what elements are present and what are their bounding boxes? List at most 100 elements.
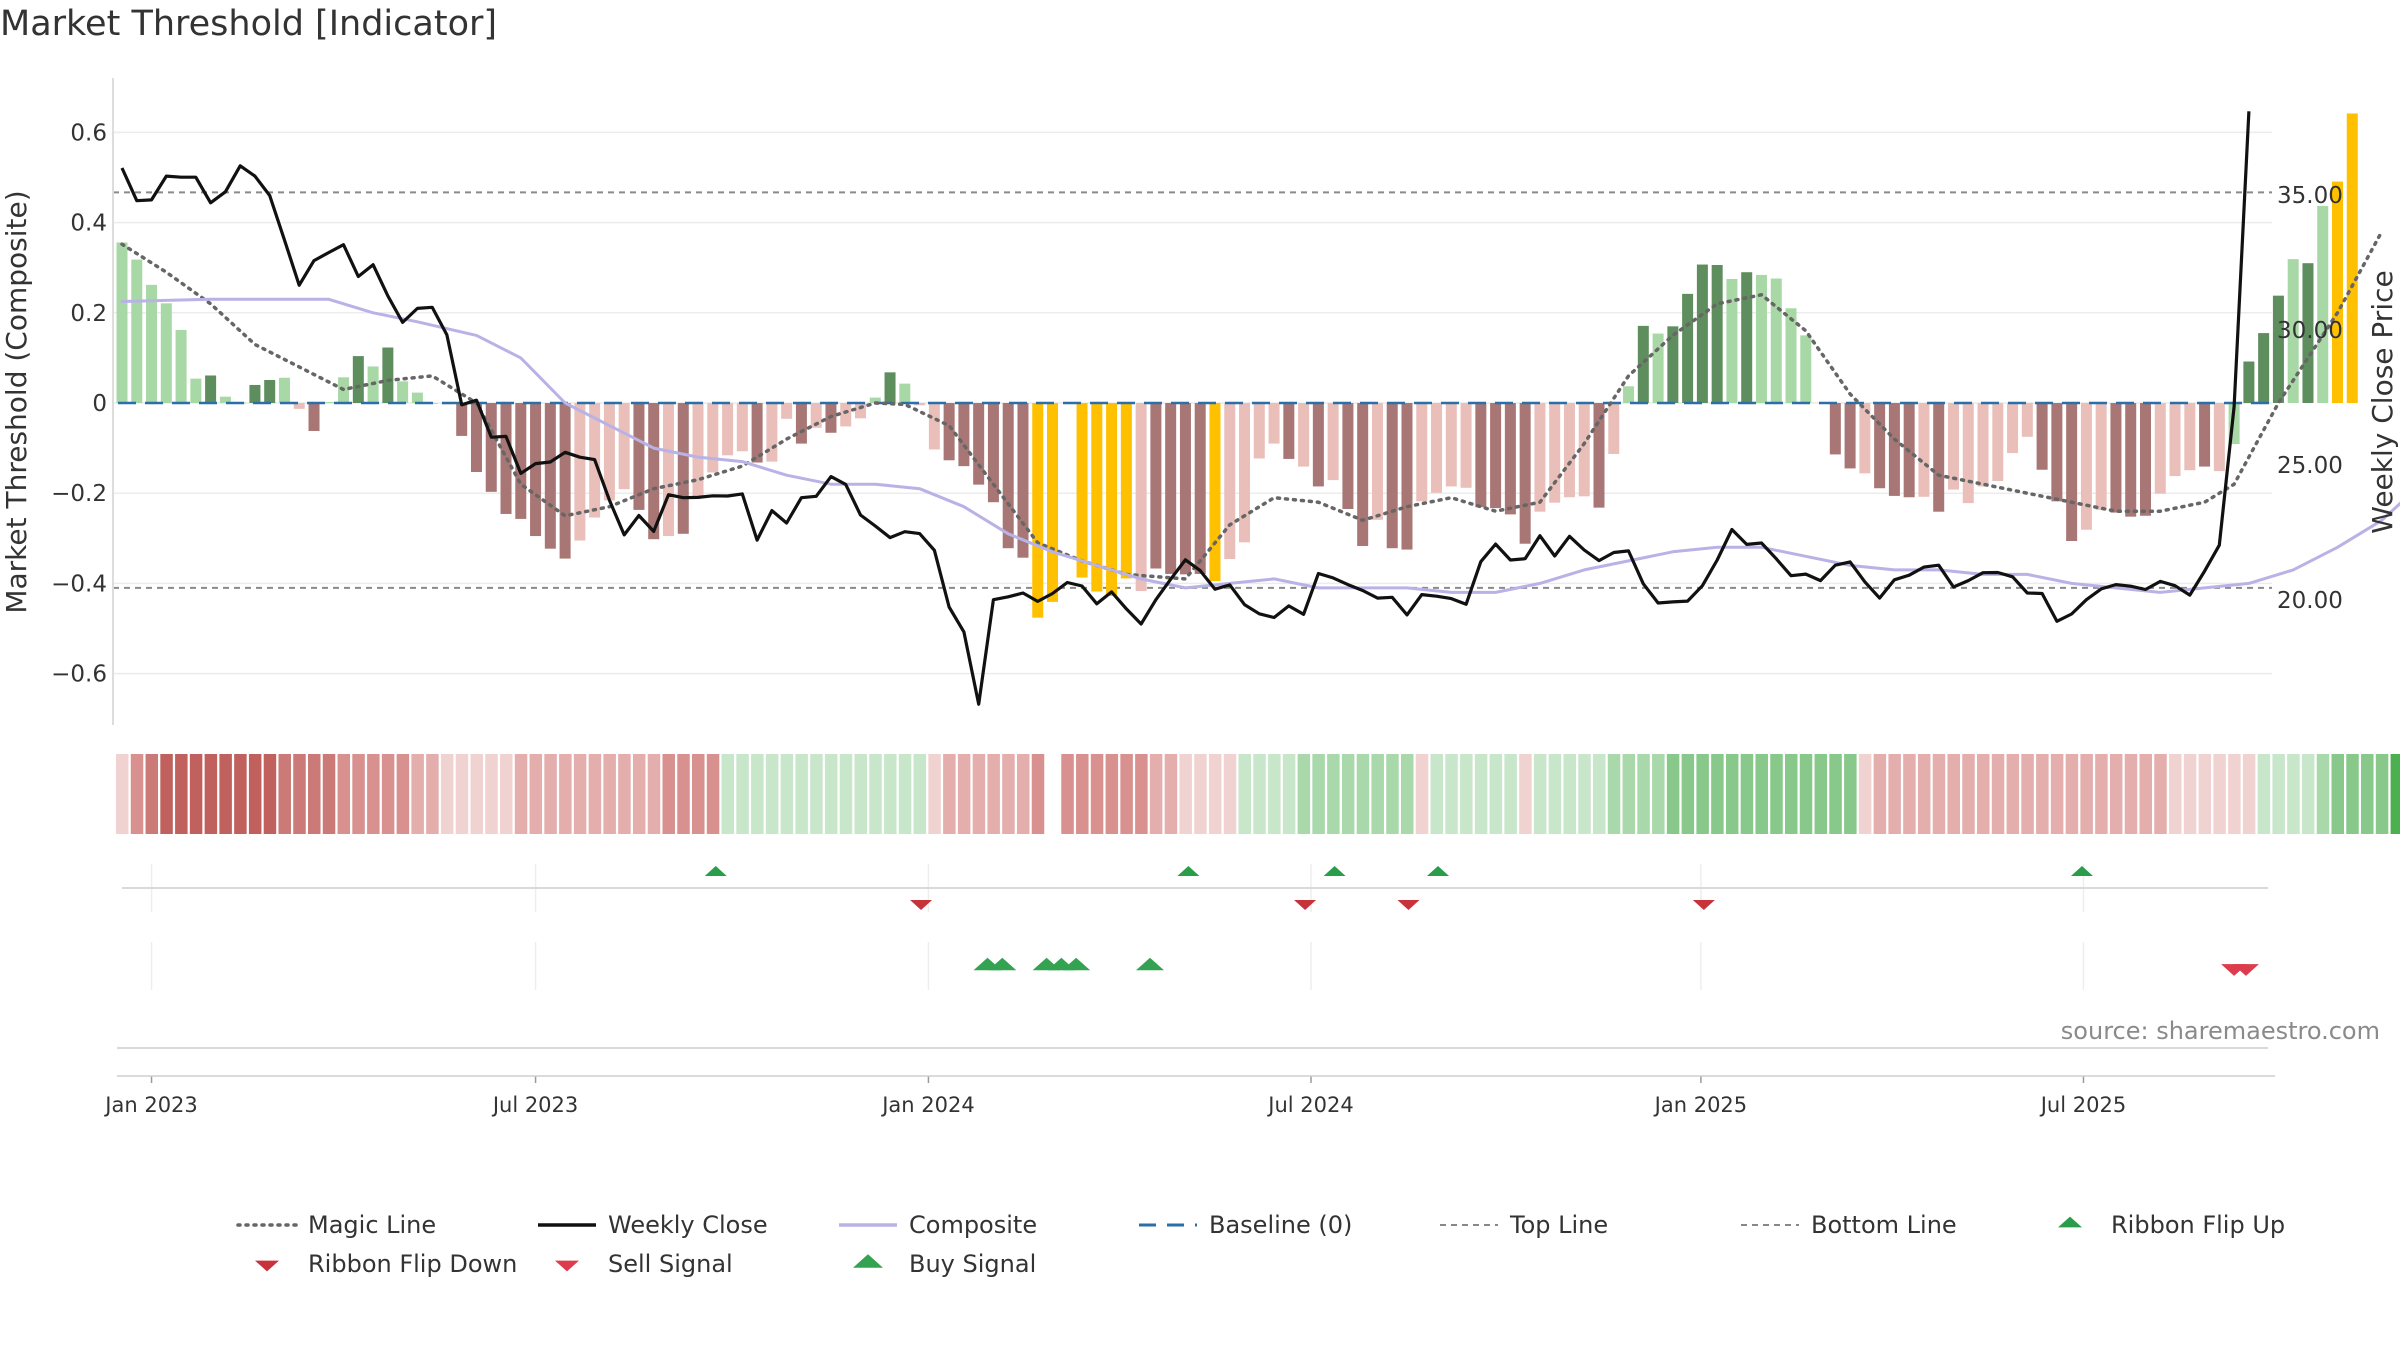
histogram-bar [1135, 403, 1147, 592]
histogram-bar [2228, 403, 2240, 445]
ribbon-cell [810, 754, 823, 834]
ribbon-cell [1740, 754, 1754, 834]
ribbon-cell [1223, 754, 1237, 834]
ribbon-cell [1076, 754, 1089, 834]
ribbon-cell [2050, 754, 2064, 834]
ribbon-cell [618, 754, 631, 834]
ribbon-cell [632, 754, 646, 834]
histogram-bar [1770, 278, 1782, 403]
histogram-bar [840, 403, 852, 427]
histogram-bar [1298, 403, 1310, 467]
histogram-bar [603, 403, 615, 501]
legend-item: Magic Line [236, 1211, 436, 1239]
ribbon-cell [1430, 754, 1444, 834]
ribbon-cell [647, 754, 661, 834]
histogram-bar [1504, 403, 1516, 515]
histogram-bar [1947, 403, 1959, 490]
histogram-bar [2169, 403, 2181, 477]
histogram-bar [2346, 113, 2358, 403]
histogram-bar [1342, 403, 1354, 509]
histogram-bar [1918, 403, 1930, 497]
histogram-bar [1416, 403, 1428, 502]
ribbon-cell [884, 754, 897, 834]
y2-tick-label: 25.00 [2277, 453, 2343, 479]
legend-label: Baseline (0) [1209, 1211, 1352, 1239]
ribbon [116, 754, 2400, 834]
ribbon-cell [1903, 754, 1916, 834]
ribbon-cell [1105, 754, 1119, 834]
histogram-bar [943, 403, 955, 461]
histogram-bar [2258, 333, 2270, 403]
ribbon-cell [662, 754, 675, 834]
ribbon-cell [2198, 754, 2212, 834]
buy-signal-marker [988, 957, 1017, 971]
sell-signal-marker [2232, 964, 2259, 976]
ribbon-cell [1696, 754, 1709, 834]
histogram-bar [1755, 274, 1767, 403]
ribbon-cell [913, 754, 927, 834]
ribbon-cell [2065, 754, 2079, 834]
histogram-bar [2302, 263, 2314, 403]
ribbon-cell [145, 754, 159, 834]
ribbon-cell [1578, 754, 1591, 834]
legend-swatch [255, 1260, 279, 1272]
ribbon-cell [677, 754, 690, 834]
histogram-bar [411, 392, 423, 403]
ribbon-cell [1504, 754, 1517, 834]
ribbon-cell [588, 754, 602, 834]
x-tick-label: Jul 2024 [1266, 1093, 1353, 1117]
legend-swatch [853, 1254, 883, 1268]
ribbon-cell [1061, 754, 1074, 834]
histogram-bar [958, 403, 970, 467]
histogram-bar [1194, 403, 1206, 574]
ribbon-flip-down-marker [1692, 900, 1715, 910]
ribbon-cell [1607, 754, 1621, 834]
ribbon-cell [1238, 754, 1252, 834]
y2-tick-label: 20.00 [2277, 588, 2343, 614]
histogram-bar [1371, 403, 1383, 520]
histogram-bar [544, 403, 556, 549]
x-tick-label: Jan 2025 [1653, 1093, 1748, 1117]
ribbon-cell [1031, 754, 1045, 834]
histogram-bar [2243, 361, 2255, 403]
ribbon-flip-up-marker [704, 866, 727, 876]
histogram-bar [1888, 403, 1900, 496]
ribbon-cell [928, 754, 941, 834]
ribbon-cell [603, 754, 616, 834]
histogram-bar [1549, 403, 1561, 503]
histogram-bar [781, 403, 793, 419]
ribbon-cell [1947, 754, 1960, 834]
ribbon-cell [2169, 754, 2182, 834]
legend-swatch [2058, 1216, 2082, 1228]
legend-label: Composite [909, 1211, 1037, 1239]
weekly-close-line [120, 111, 2251, 706]
histogram-bar [397, 381, 409, 403]
ribbon-cell [1622, 754, 1636, 834]
y-axis-title: Market Threshold (Composite) [0, 190, 33, 613]
histogram-bar [1268, 403, 1280, 444]
legend-item: Ribbon Flip Down [255, 1250, 517, 1278]
histogram-bar [1120, 403, 1132, 579]
ribbon-cell [1179, 754, 1192, 834]
histogram-bar [308, 403, 320, 431]
ribbon-cell [1135, 754, 1148, 834]
histogram-bar [456, 403, 468, 436]
x-tick-label: Jul 2023 [491, 1093, 578, 1117]
gridlines [113, 131, 2272, 675]
histogram-bar [692, 403, 704, 499]
histogram-bar [515, 403, 527, 519]
histogram-bar [2154, 403, 2166, 494]
histogram-bar [1844, 403, 1856, 469]
legend-item: Bottom Line [1741, 1211, 1957, 1239]
histogram-bar [146, 284, 158, 403]
legend-item: Composite [839, 1211, 1037, 1239]
histogram-bar [648, 403, 660, 540]
ribbon-cell [943, 754, 956, 834]
ribbon-cell [751, 754, 764, 834]
ribbon-cell [1386, 754, 1399, 834]
ribbon-cell [2316, 754, 2330, 834]
y2-axis-title: Weekly Close Price [2366, 270, 2399, 533]
ribbon-cell [116, 754, 129, 834]
ribbon-cell [1474, 754, 1488, 834]
histogram-bar [1593, 403, 1605, 508]
